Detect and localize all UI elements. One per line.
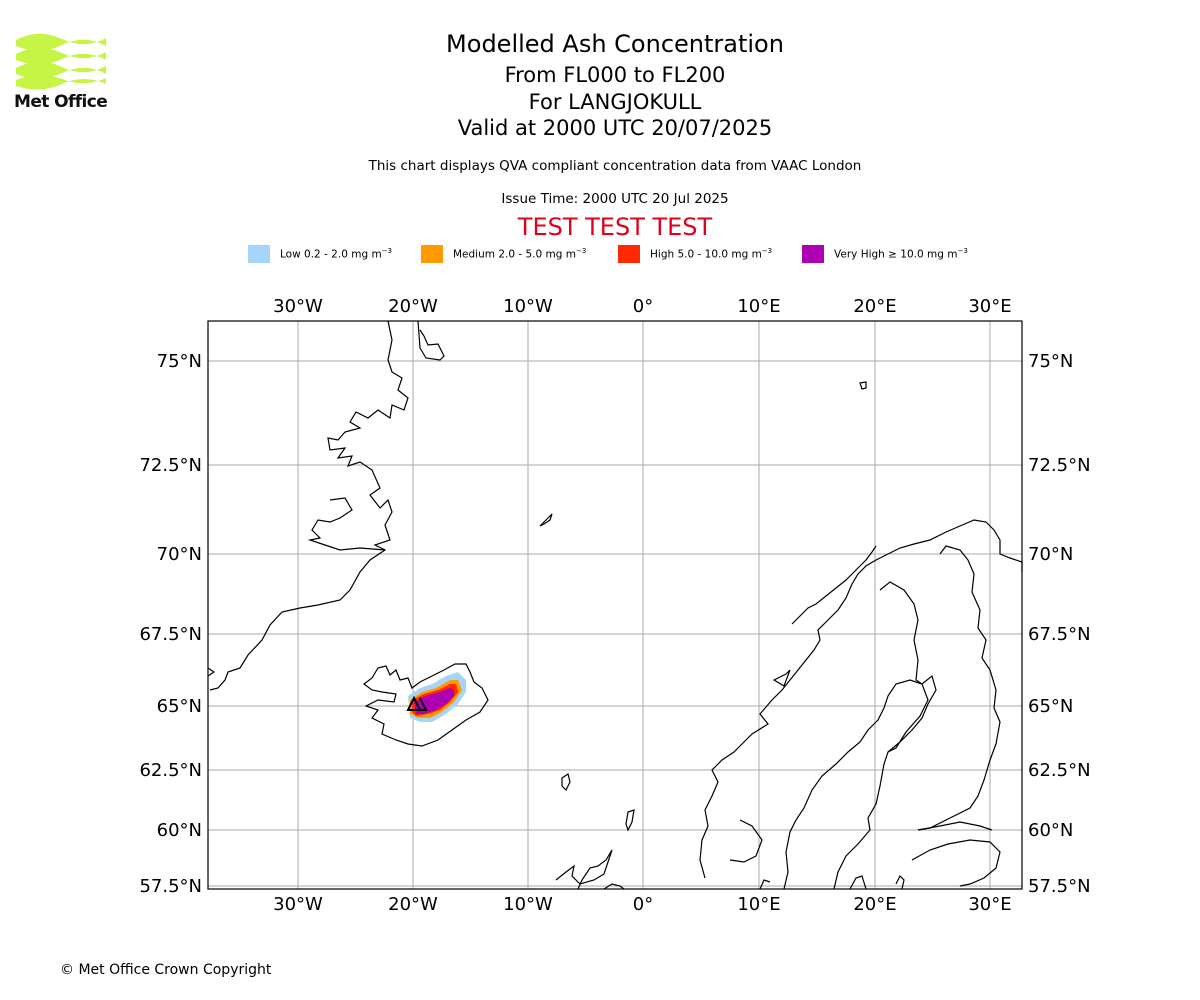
copyright-notice: © Met Office Crown Copyright — [60, 962, 272, 978]
lon-label: 10°E — [737, 296, 780, 317]
volcano-marker — [406, 695, 428, 711]
lon-label: 20°W — [388, 894, 438, 915]
gotland-coast — [895, 874, 905, 890]
bear-island-coast — [859, 381, 867, 390]
test-banner: TEST TEST TEST — [517, 213, 713, 241]
legend-swatch-high — [618, 245, 640, 263]
met-office-logo: Met Office — [14, 30, 109, 112]
lat-label: 67.5°N — [139, 624, 202, 645]
lofoten — [772, 669, 791, 687]
lon-label: 0° — [633, 894, 653, 915]
logo-text: Met Office — [14, 92, 108, 112]
legend-label-medium: Medium 2.0 - 5.0 mg m — [453, 248, 576, 261]
lon-label: 30°W — [273, 894, 323, 915]
lat-label: 60°N — [157, 820, 202, 841]
lat-label: 72.5°N — [139, 455, 202, 476]
lat-label: 65°N — [157, 696, 202, 717]
graticule — [208, 321, 1022, 889]
lon-label: 20°E — [853, 894, 896, 915]
lat-label: 72.5°N — [1028, 455, 1091, 476]
finland-east — [917, 545, 1001, 831]
legend-item-very-high: Very High ≥ 10.0 mg m−3 — [802, 244, 968, 264]
map-frame — [207, 320, 1023, 890]
legend-swatch-low — [248, 245, 270, 263]
unit-exponent: −3 — [761, 247, 773, 256]
norway-islands — [791, 545, 877, 625]
greenland-top — [417, 320, 445, 361]
scotland-east — [603, 883, 625, 890]
lat-label: 62.5°N — [139, 760, 202, 781]
lat-label: 70°N — [157, 544, 202, 565]
wave-logo-icon — [16, 33, 106, 90]
lon-label: 30°E — [968, 296, 1011, 317]
lat-labels-right: 75°N 72.5°N 70°N 67.5°N 65°N 62.5°N 60°N… — [1028, 351, 1091, 897]
lon-label: 10°W — [503, 296, 553, 317]
lon-labels-bottom: 30°W 20°W 10°W 0° 10°E 20°E 30°E — [273, 894, 1011, 915]
finland-border — [879, 581, 923, 685]
legend-swatch-very-high — [802, 245, 824, 263]
jan-mayen-coast — [539, 513, 553, 527]
legend-label-low: Low 0.2 - 2.0 mg m — [280, 248, 382, 261]
norway-coast — [699, 519, 1023, 879]
legend-label-high: High 5.0 - 10.0 mg m — [650, 248, 762, 261]
sweden-south — [849, 875, 867, 890]
legend-swatch-medium — [421, 245, 443, 263]
finland-coast — [887, 674, 937, 753]
norway-fjords — [729, 819, 763, 863]
legend-label-very-high: Very High ≥ 10.0 mg m — [834, 248, 958, 261]
greenland-fjord — [307, 497, 386, 551]
lon-label: 0° — [633, 296, 653, 317]
greenland-coast — [209, 320, 409, 691]
lat-label: 57.5°N — [139, 876, 202, 897]
sweden-coast — [783, 679, 929, 890]
lon-label: 20°W — [388, 296, 438, 317]
volcano-name: For LANGJOKULL — [528, 90, 702, 114]
lon-label: 30°W — [273, 296, 323, 317]
unit-exponent: −3 — [957, 247, 968, 256]
unit-exponent: −3 — [381, 247, 393, 256]
lon-label: 20°E — [853, 296, 896, 317]
lat-label: 75°N — [1028, 351, 1073, 372]
ash-plume — [408, 672, 466, 722]
coastlines — [207, 320, 1023, 890]
lat-label: 62.5°N — [1028, 760, 1091, 781]
lat-label: 57.5°N — [1028, 876, 1091, 897]
lat-label: 65°N — [1028, 696, 1073, 717]
lon-label: 10°E — [737, 894, 780, 915]
flight-level-range: From FL000 to FL200 — [504, 63, 726, 87]
valid-time: Valid at 2000 UTC 20/07/2025 — [457, 116, 773, 140]
lat-label: 67.5°N — [1028, 624, 1091, 645]
lat-label: 75°N — [157, 351, 202, 372]
legend-item-low: Low 0.2 - 2.0 mg m−3 — [248, 244, 392, 264]
iceland-coast — [363, 663, 489, 747]
scotland-coast — [555, 849, 613, 890]
data-source-note: This chart displays QVA compliant concen… — [368, 158, 862, 174]
denmark-coast — [759, 879, 771, 890]
greenland-sw — [207, 667, 216, 677]
chart-title: Modelled Ash Concentration — [446, 30, 784, 58]
lon-label: 10°W — [503, 894, 553, 915]
faroe-coast — [561, 773, 571, 792]
issue-time: Issue Time: 2000 UTC 20 Jul 2025 — [501, 191, 729, 207]
lat-label: 60°N — [1028, 820, 1073, 841]
unit-exponent: −3 — [575, 247, 587, 256]
lon-labels-top: 30°W 20°W 10°W 0° 10°E 20°E 30°E — [273, 296, 1011, 317]
lat-label: 70°N — [1028, 544, 1073, 565]
legend: Low 0.2 - 2.0 mg m−3 Medium 2.0 - 5.0 mg… — [0, 244, 1200, 264]
legend-item-medium: Medium 2.0 - 5.0 mg m−3 — [421, 244, 586, 264]
estonia-coast — [911, 839, 1001, 887]
lat-labels-left: 75°N 72.5°N 70°N 67.5°N 65°N 62.5°N 60°N… — [139, 351, 202, 897]
lon-label: 30°E — [968, 894, 1011, 915]
shetland-coast — [625, 809, 635, 832]
gulf-finland — [917, 821, 993, 831]
legend-item-high: High 5.0 - 10.0 mg m−3 — [618, 244, 772, 264]
